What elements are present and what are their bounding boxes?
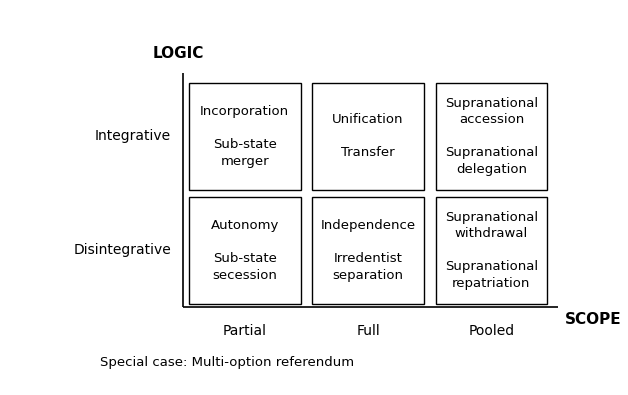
Text: Unification

Transfer: Unification Transfer	[332, 113, 404, 159]
Bar	[189, 197, 301, 304]
Text: Autonomy

Sub-state
secession: Autonomy Sub-state secession	[210, 219, 279, 282]
Text: SCOPE: SCOPE	[565, 312, 622, 327]
Text: Partial: Partial	[223, 324, 267, 338]
Bar	[312, 197, 424, 304]
Text: Supranational
accession

Supranational
delegation: Supranational accession Supranational de…	[445, 97, 538, 176]
Text: LOGIC: LOGIC	[153, 46, 204, 61]
Text: Special case: Multi-option referendum: Special case: Multi-option referendum	[100, 356, 355, 369]
Bar	[436, 83, 547, 190]
Text: Full: Full	[356, 324, 380, 338]
Text: Incorporation

Sub-state
merger: Incorporation Sub-state merger	[200, 105, 290, 167]
Bar	[312, 83, 424, 190]
Text: Integrative: Integrative	[95, 130, 171, 143]
Text: Supranational
withdrawal

Supranational
repatriation: Supranational withdrawal Supranational r…	[445, 211, 538, 290]
Text: Pooled: Pooled	[468, 324, 514, 338]
Text: Disintegrative: Disintegrative	[73, 243, 171, 258]
Bar	[189, 83, 301, 190]
Text: Independence

Irredentist
separation: Independence Irredentist separation	[320, 219, 416, 282]
Bar	[436, 197, 547, 304]
